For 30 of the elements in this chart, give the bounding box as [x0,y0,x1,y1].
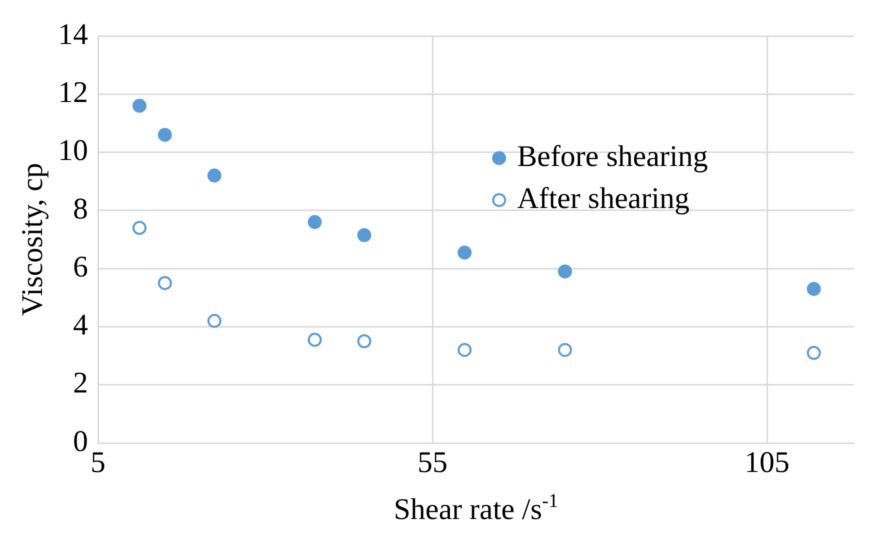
point [158,128,172,142]
point [207,168,222,183]
x-tick-label: 5 [90,446,106,479]
point [308,332,322,347]
x-tick-label: 105 [744,446,790,479]
point [132,220,146,235]
point [158,276,172,290]
legend-label: Before shearing [517,140,708,173]
point [458,342,472,357]
point [806,346,821,360]
point [806,282,821,296]
y-tick-label: 0 [73,424,88,458]
y-tick-label: 10 [58,134,88,168]
point [207,314,222,328]
point [132,98,146,113]
y-tick-label: 8 [73,192,88,226]
y-tick-label: 14 [58,18,88,51]
point [357,228,372,242]
point [458,246,472,260]
point [558,342,572,357]
y-tick-label: 12 [58,76,88,110]
y-tick-label: 4 [73,308,88,342]
y-tick-label: 2 [73,366,88,400]
point [357,334,372,348]
legend-label: After shearing [517,182,690,215]
point [558,264,572,278]
y-axis-title: Viscosity, cp [16,163,49,316]
x-tick-label: 55 [418,446,448,479]
y-tick-label: 6 [73,250,88,284]
point [308,215,322,230]
